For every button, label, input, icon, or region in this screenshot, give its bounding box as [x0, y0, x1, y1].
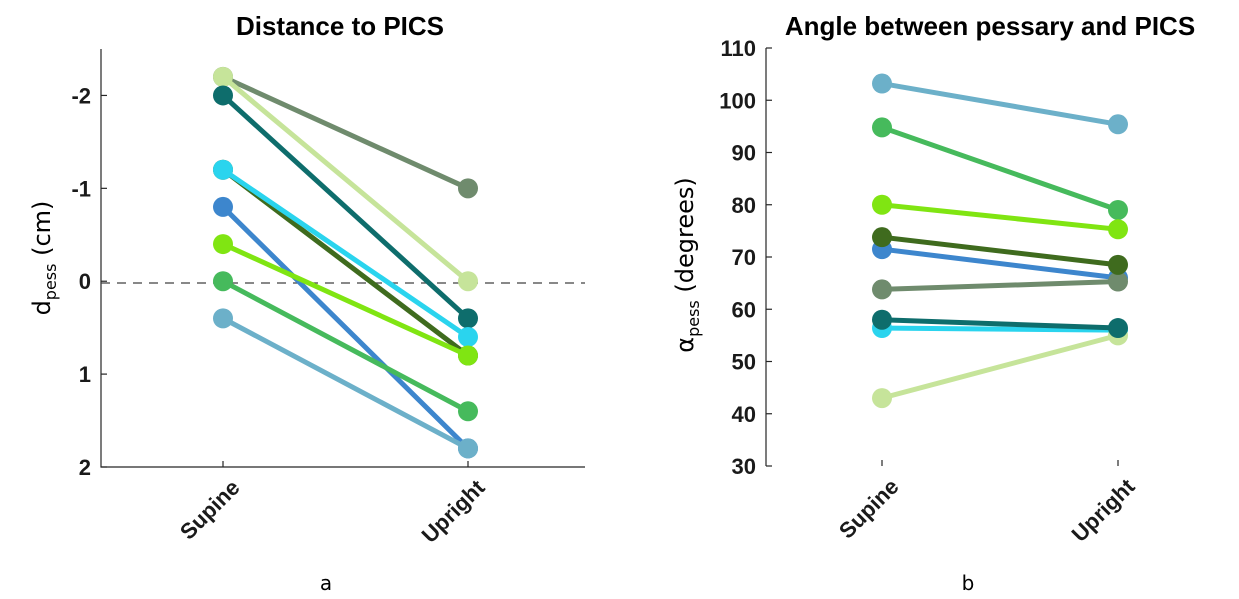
chart-a-x-ticks: Supine Upright [175, 461, 490, 548]
y-tick-label: -2 [71, 83, 91, 108]
series-9 [872, 227, 1128, 275]
data-point [213, 308, 233, 329]
y-tick-label: 90 [732, 141, 756, 166]
series-3 [872, 194, 1128, 240]
data-point [213, 66, 233, 87]
data-point [1108, 219, 1128, 240]
series-5 [213, 159, 478, 347]
data-point [458, 271, 478, 292]
y-tick-label: 110 [721, 36, 757, 61]
series-line [879, 317, 1121, 331]
series-line [879, 332, 1121, 401]
data-point [213, 85, 233, 106]
series-8 [213, 271, 478, 422]
chart-b-y-axis-label: αpess (degrees) [671, 177, 703, 352]
series-6 [213, 196, 478, 459]
data-point [458, 401, 478, 422]
panel-b-label: b [962, 571, 975, 595]
data-point [872, 309, 892, 330]
y-tick-label: 100 [719, 88, 756, 113]
data-point [213, 159, 233, 180]
series-line [220, 167, 471, 359]
series-line [879, 202, 1121, 232]
chart-b-series [872, 73, 1128, 409]
data-point [872, 227, 892, 248]
data-point [872, 194, 892, 215]
series-5 [872, 271, 1128, 300]
series-line [879, 81, 1121, 127]
data-point [872, 279, 892, 300]
chart-b-x-ticks: Supine Upright [834, 460, 1140, 547]
y-tick-label: 40 [732, 402, 756, 427]
series-8 [872, 309, 1128, 339]
series-9 [213, 308, 478, 459]
series-line [879, 124, 1121, 213]
series-line [220, 167, 471, 340]
data-point [458, 345, 478, 366]
series-line [220, 241, 471, 359]
panel-b: Angle between pessary and PICS 30 40 50 60 7… [671, 11, 1195, 595]
y-tick-label: -1 [71, 176, 91, 201]
series-line [879, 279, 1121, 292]
series-line [879, 246, 1121, 281]
chart-a-title: Distance to PICS [236, 11, 444, 41]
chart-b-y-ticks: 30 40 50 60 70 80 90 100 110 [719, 36, 772, 479]
y-tick-label: 0 [79, 269, 91, 294]
series-line [220, 204, 471, 451]
data-point [872, 388, 892, 409]
panel-a: Distance to PICS -2 -1 0 1 2 Supine Upright d… [28, 11, 585, 595]
series-7 [213, 234, 478, 366]
data-point [872, 117, 892, 138]
y-tick-label: 80 [732, 193, 756, 218]
data-point [1108, 199, 1128, 220]
data-point [213, 271, 233, 292]
series-2 [213, 66, 478, 292]
y-tick-label: 2 [79, 455, 91, 480]
data-point [213, 196, 233, 217]
y-tick-label: 50 [732, 350, 756, 375]
x-tick-label: Upright [417, 474, 490, 547]
series-line [879, 325, 1121, 333]
series-1 [872, 73, 1128, 135]
panel-a-label: a [320, 571, 332, 595]
x-tick-label: Supine [834, 474, 904, 544]
x-tick-label: Upright [1067, 473, 1140, 546]
data-point [213, 234, 233, 255]
data-point [1108, 254, 1128, 275]
series-line [220, 74, 471, 191]
data-point [1108, 114, 1128, 135]
data-point [458, 308, 478, 329]
x-tick-label: Supine [175, 475, 245, 545]
y-tick-label: 70 [732, 245, 756, 270]
chart-a-series [213, 66, 478, 459]
data-point [1108, 318, 1128, 339]
series-line [220, 92, 471, 321]
data-point [872, 73, 892, 94]
chart-a-y-ticks: -2 -1 0 1 2 [71, 83, 107, 480]
chart-a-y-axis-label: dpess (cm) [28, 201, 60, 316]
y-tick-label: 1 [79, 362, 91, 387]
data-point [458, 326, 478, 347]
series-line [220, 278, 471, 414]
series-3 [213, 85, 478, 329]
y-tick-label: 60 [732, 297, 756, 322]
data-point [458, 438, 478, 459]
data-point [458, 178, 478, 199]
series-2 [872, 117, 1128, 220]
series-line [220, 315, 471, 451]
series-line [879, 234, 1121, 268]
series-line [220, 74, 471, 284]
series-7 [872, 325, 1128, 409]
y-tick-label: 30 [732, 454, 756, 479]
chart-b-title: Angle between pessary and PICS [785, 11, 1195, 41]
data-point [1108, 271, 1128, 292]
